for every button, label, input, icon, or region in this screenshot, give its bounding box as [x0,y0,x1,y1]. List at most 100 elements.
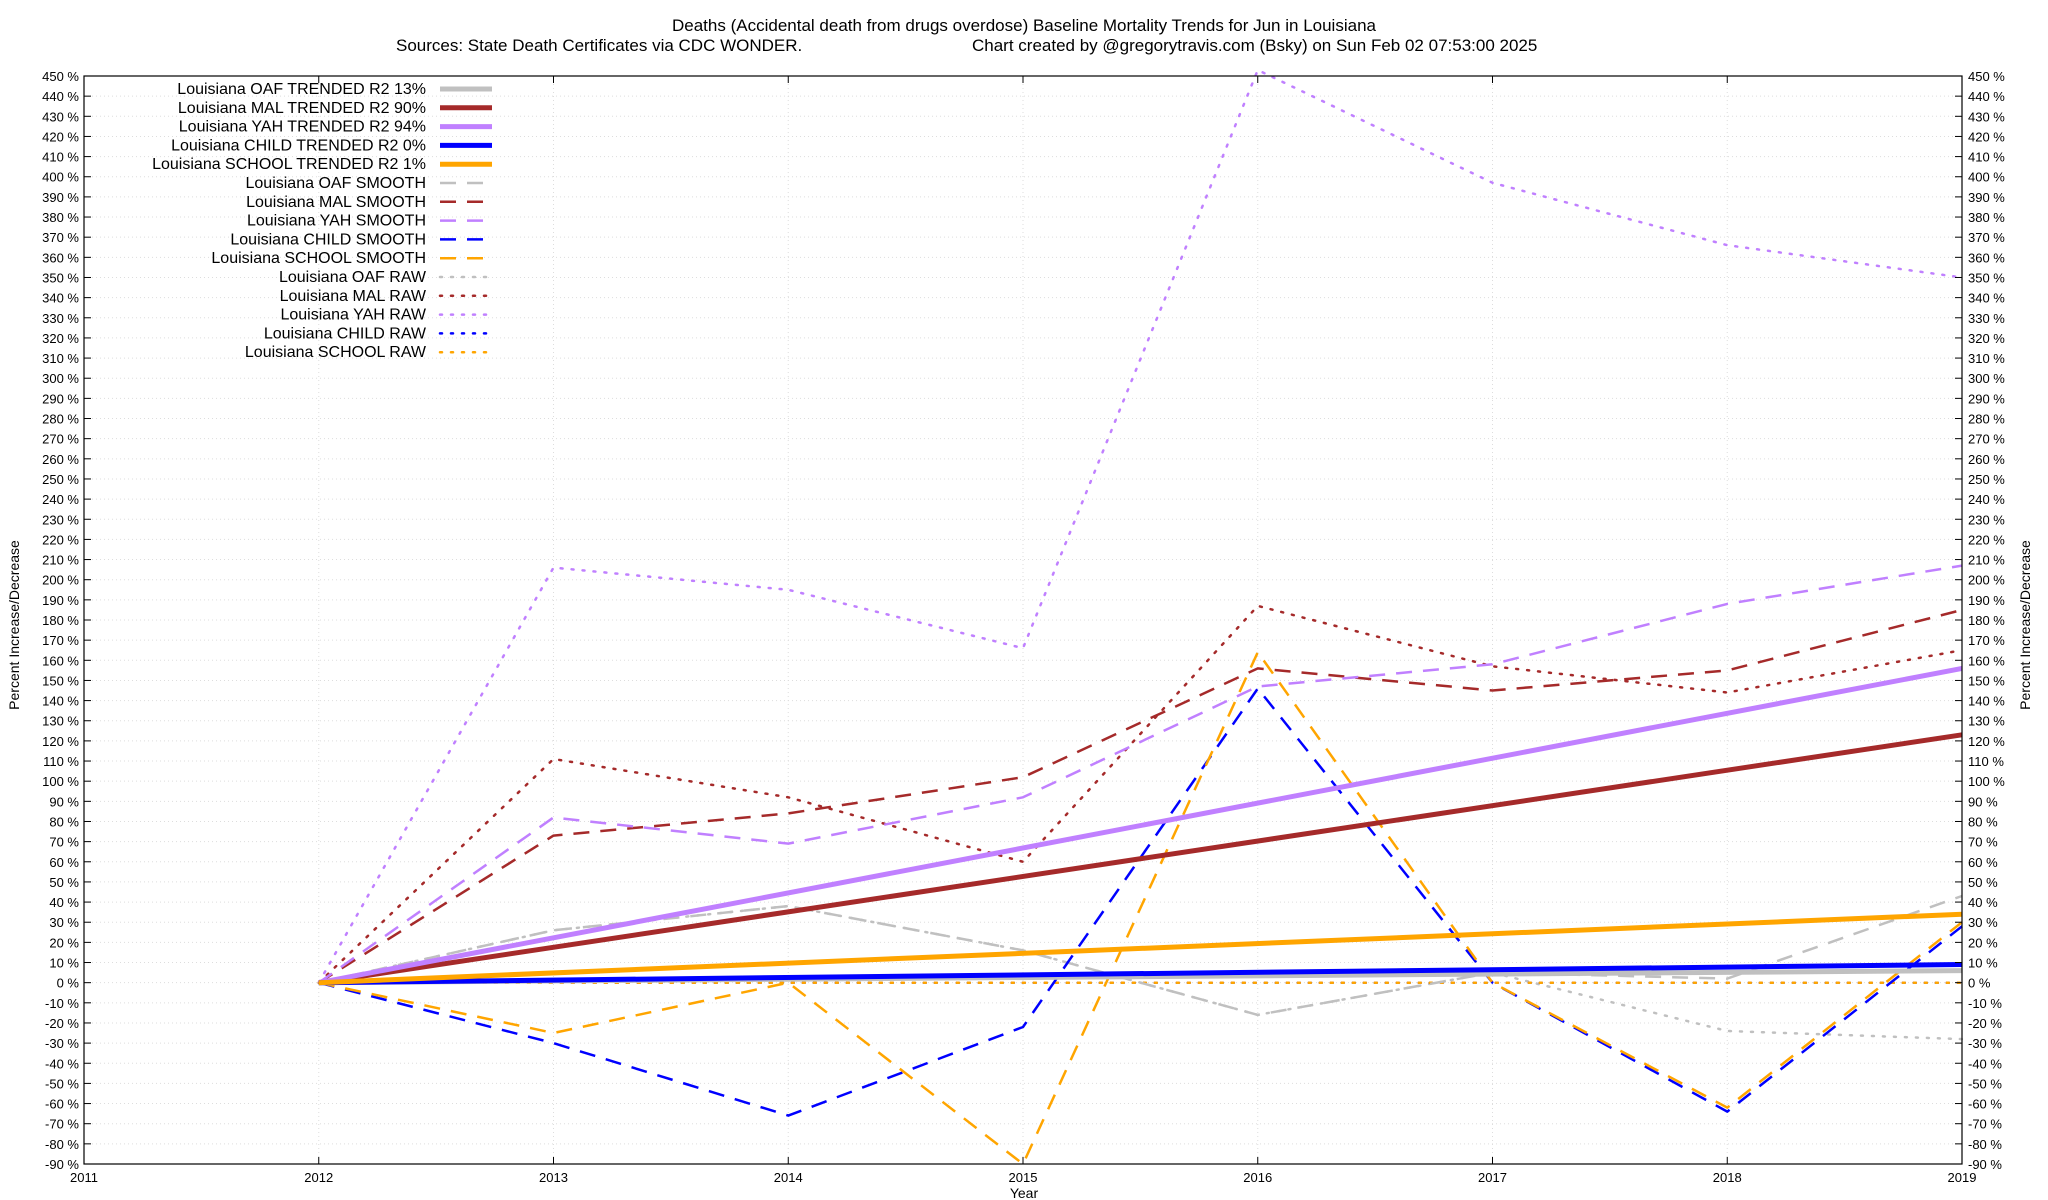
y-tick-label-right: 20 % [1968,935,1998,950]
y-tick-label-right: 190 % [1968,593,2005,608]
y-tick-label-right: 320 % [1968,331,2005,346]
y-tick-label-right: 240 % [1968,492,2005,507]
x-tick-label: 2012 [304,1170,333,1185]
y-tick-label-right: 290 % [1968,391,2005,406]
y-tick-label-left: 10 % [49,956,79,971]
y-tick-label-right: 70 % [1968,835,1998,850]
legend-entry-label: Louisiana YAH SMOOTH [247,213,426,230]
y-tick-label-left: 260 % [42,452,79,467]
y-tick-label-right: 30 % [1968,915,1998,930]
series-line-5 [318,911,1963,986]
y-tick-label-right: 330 % [1968,311,2005,326]
y-tick-label-right: 380 % [1968,210,2005,225]
y-tick-label-left: 290 % [42,391,79,406]
y-axis-label-left: Percent Increase/Decrease [6,540,22,710]
y-tick-label-left: 160 % [42,653,79,668]
y-tick-label-left: 310 % [42,351,79,366]
y-tick-label-right: 220 % [1968,532,2005,547]
y-tick-label-left: 90 % [49,794,79,809]
y-tick-label-left: -40 % [45,1056,79,1071]
legend-entry-label: Louisiana SCHOOL RAW [245,344,427,361]
y-tick-label-right: 400 % [1968,170,2005,185]
y-tick-label-right: 130 % [1968,714,2005,729]
y-tick-label-right: 210 % [1968,553,2005,568]
grid [83,75,1963,1165]
y-tick-label-left: 420 % [42,129,79,144]
y-tick-label-left: 240 % [42,492,79,507]
y-tick-label-left: 0 % [57,976,80,991]
y-tick-label-right: 250 % [1968,472,2005,487]
y-tick-label-left: 230 % [42,512,79,527]
legend-entry-label: Louisiana OAF SMOOTH [246,175,427,192]
legend-entry-label: Louisiana MAL SMOOTH [246,194,426,211]
series-line-13 [317,68,1964,984]
y-tick-label-right: 260 % [1968,452,2005,467]
y-tick-label-right: -60 % [1968,1097,2002,1112]
y-tick-label-right: 170 % [1968,633,2005,648]
y-tick-label-left: 300 % [42,371,79,386]
y-tick-label-left: 50 % [49,875,79,890]
chart-title: Deaths (Accidental death from drugs over… [672,16,1377,35]
y-tick-label-right: 160 % [1968,653,2005,668]
x-tick-label: 2011 [70,1170,98,1185]
axis-ticks: -90 % -90 % -80 % -80 % -70 % -70 % -60 % -60 %… [42,69,2005,1185]
x-tick-label: 2018 [1713,1170,1742,1185]
y-tick-label-left: 20 % [49,935,79,950]
y-tick-label-right: -10 % [1968,996,2002,1011]
legend-entry-label: Louisiana OAF RAW [279,269,427,286]
y-tick-label-left: 330 % [42,311,79,326]
y-tick-label-right: 310 % [1968,351,2005,366]
y-tick-label-right: 430 % [1968,109,2005,124]
legend-entry-label: Louisiana SCHOOL TRENDED R2 1% [152,156,426,173]
y-tick-label-right: 90 % [1968,794,1998,809]
y-tick-label-right: 230 % [1968,512,2005,527]
chart-subtitle-credit: Chart created by @gregorytravis.com (Bsk… [972,36,1537,55]
y-tick-label-right: 150 % [1968,673,2005,688]
y-tick-label-left: 130 % [42,714,79,729]
legend-entry-label: Louisiana YAH TRENDED R2 94% [179,119,426,136]
x-tick-label: 2013 [539,1170,568,1185]
y-tick-label-left: -50 % [45,1076,79,1091]
series-line-6 [318,894,1963,1017]
y-tick-label-right: 200 % [1968,573,2005,588]
y-tick-label-left: 250 % [42,472,79,487]
y-tick-label-left: 110 % [43,754,79,769]
y-tick-label-left: 30 % [49,915,79,930]
x-tick-label: 2017 [1478,1170,1507,1185]
series-line-8 [318,564,1963,984]
y-tick-label-right: 100 % [1968,774,2005,789]
series-line-9 [318,687,1963,1117]
y-tick-label-right: 270 % [1968,432,2005,447]
y-tick-label-right: 390 % [1968,190,2005,205]
y-tick-label-right: 60 % [1968,855,1998,870]
series-line-4 [318,962,1963,986]
x-tick-label: 2019 [1948,1170,1977,1185]
legend-entry-label: Louisiana MAL RAW [280,288,427,305]
y-tick-label-left: 320 % [42,331,79,346]
y-tick-label-left: 200 % [42,573,79,588]
y-tick-label-right: -40 % [1968,1056,2002,1071]
y-tick-label-right: 440 % [1968,89,2005,104]
legend-entry-label: Louisiana OAF TRENDED R2 13% [177,81,426,98]
x-axis-label: Year [1010,1185,1039,1200]
y-tick-label-left: 210 % [42,553,79,568]
y-tick-label-right: 340 % [1968,291,2005,306]
y-tick-label-left: 80 % [49,814,79,829]
y-tick-label-left: 170 % [42,633,79,648]
legend-entry-label: Louisiana SCHOOL SMOOTH [211,250,426,267]
legend-entry-label: Louisiana CHILD RAW [264,325,427,342]
chart-subtitle-source: Sources: State Death Certificates via CD… [396,36,802,55]
y-tick-label-left: 410 % [42,150,79,165]
y-tick-label-left: 360 % [42,250,79,265]
legend-entry-label: Louisiana CHILD SMOOTH [230,231,426,248]
y-tick-label-left: 70 % [49,835,79,850]
x-tick-label: 2016 [1243,1170,1272,1185]
series-line-10 [318,650,1963,1166]
series-line-12 [317,604,1964,984]
y-tick-label-right: 10 % [1968,956,1998,971]
y-tick-label-right: 110 % [1968,754,2004,769]
y-tick-label-left: 150 % [42,673,79,688]
y-tick-label-left: 280 % [42,412,79,427]
y-tick-label-right: 280 % [1968,412,2005,427]
y-tick-label-left: -20 % [45,1016,79,1031]
